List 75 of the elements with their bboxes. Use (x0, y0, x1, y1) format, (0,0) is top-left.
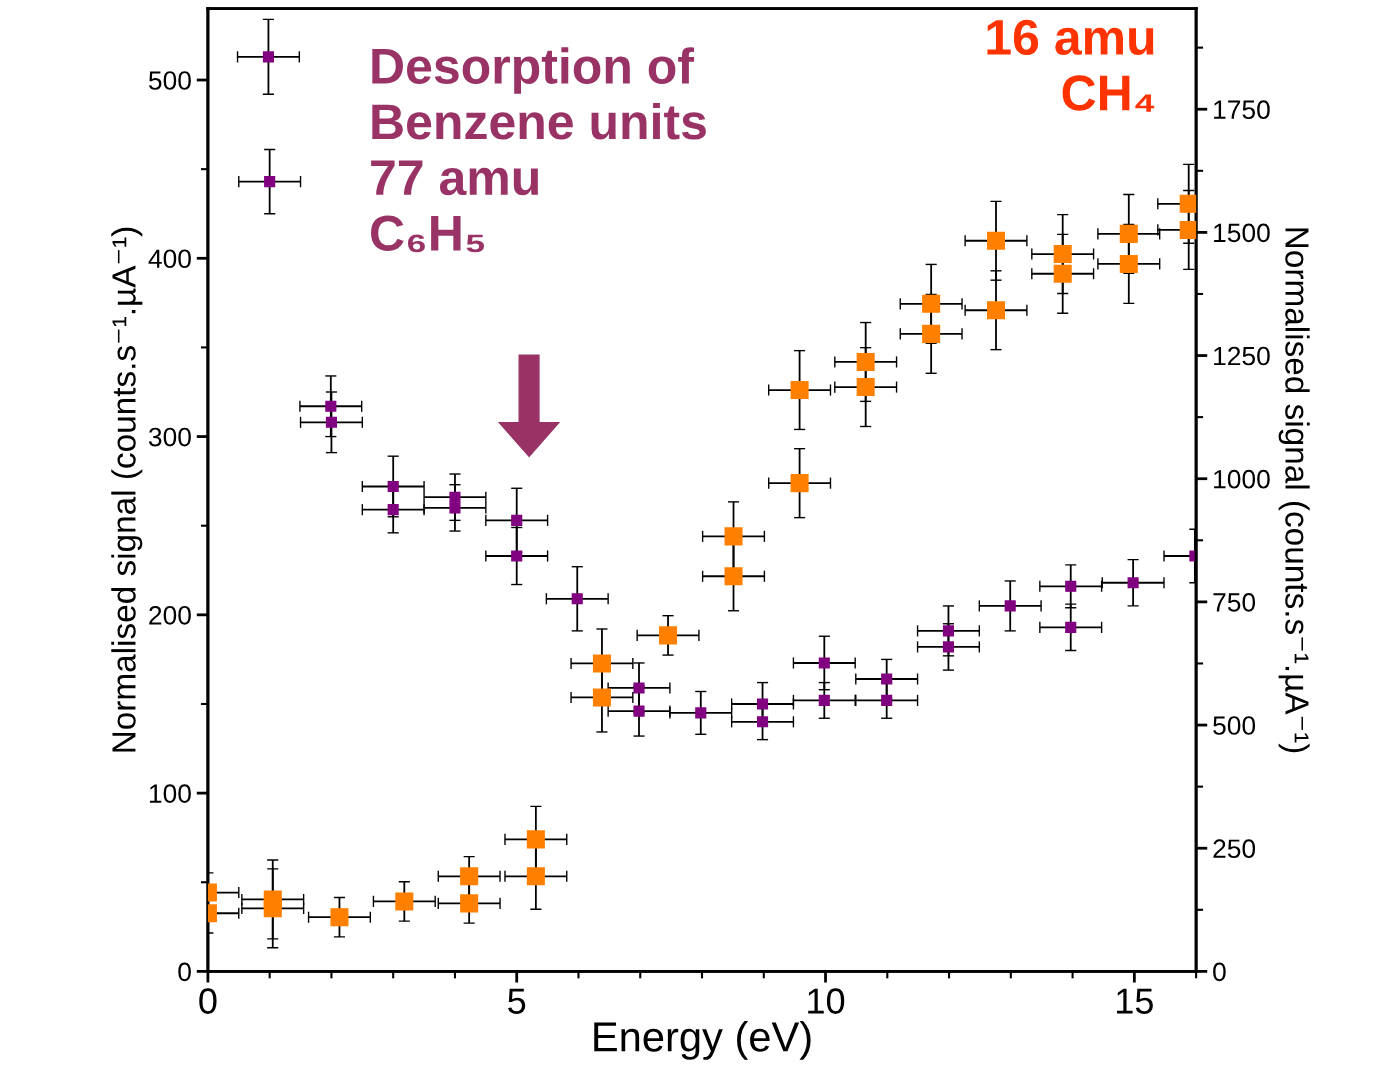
point (1179, 194, 1197, 213)
point (449, 491, 461, 503)
x-axis-title: Energy (eV) (594, 1021, 811, 1060)
point (325, 416, 337, 428)
point (511, 550, 523, 562)
point (511, 514, 523, 526)
point (790, 381, 809, 400)
point (387, 480, 399, 493)
x-tick-label: 5 (508, 988, 526, 1014)
point (1179, 220, 1197, 239)
y2-tick-label: 500 (1213, 716, 1256, 735)
point (571, 593, 583, 605)
point (986, 231, 1006, 250)
y2-tick-label: 1000 (1214, 469, 1270, 489)
y-axis-title: Normalised signal (counts.s⁻¹.µA⁻¹) (111, 227, 143, 752)
point (1053, 264, 1072, 283)
point (942, 641, 955, 653)
y2-axis-title: Normalised signal (counts.s⁻¹.µA⁻¹) (1278, 228, 1310, 753)
point (1119, 254, 1138, 273)
point (387, 504, 399, 516)
y2-tick-label: 250 (1213, 839, 1256, 859)
point (724, 567, 743, 586)
point (330, 908, 349, 927)
y2-tick-label: 1250 (1214, 346, 1270, 366)
y2-tick-label: 0 (1213, 962, 1226, 982)
point (592, 688, 611, 707)
point (526, 830, 545, 849)
point (264, 176, 276, 188)
point (526, 867, 545, 886)
point (942, 625, 955, 637)
point (922, 324, 941, 343)
y-tick-label: 300 (148, 427, 191, 447)
point (592, 654, 611, 673)
y-tick-label: 400 (148, 249, 191, 269)
point (1004, 600, 1016, 612)
point (633, 705, 645, 717)
x-tick-label: 10 (808, 988, 845, 1014)
annotation: Desorption of Benzene units 77 amu C₆H₅ (371, 47, 706, 253)
point (818, 694, 830, 706)
point (659, 626, 678, 645)
y2-tick-label: 750 (1213, 593, 1256, 612)
point (460, 894, 479, 913)
point (1119, 224, 1138, 243)
point (881, 694, 893, 706)
point (922, 294, 941, 313)
point (460, 867, 479, 886)
x-tick-label: 15 (1117, 988, 1153, 1014)
point (756, 698, 769, 710)
point (449, 502, 461, 514)
point (1127, 577, 1139, 589)
y2-tick-label: 1750 (1214, 100, 1270, 120)
point (695, 707, 707, 719)
y2-tick-label: 1500 (1214, 223, 1270, 243)
point (724, 527, 743, 546)
point (395, 892, 414, 911)
y-tick-label: 200 (149, 605, 191, 625)
y-tick-label: 500 (148, 71, 191, 90)
point (325, 400, 337, 412)
point (756, 716, 769, 728)
point (262, 51, 274, 63)
point (633, 682, 645, 694)
point (881, 673, 893, 685)
annotation: 16 amu CH₄ (987, 19, 1155, 112)
point (856, 378, 875, 397)
point (818, 657, 830, 669)
x-tick-label: 0 (199, 988, 217, 1014)
point (986, 301, 1006, 320)
point (856, 352, 875, 371)
point (1065, 580, 1077, 592)
point (1065, 621, 1077, 633)
point (1053, 245, 1072, 264)
point (790, 474, 809, 493)
y-tick-label: 0 (178, 962, 191, 982)
y-tick-label: 100 (149, 784, 191, 803)
point (263, 899, 282, 918)
